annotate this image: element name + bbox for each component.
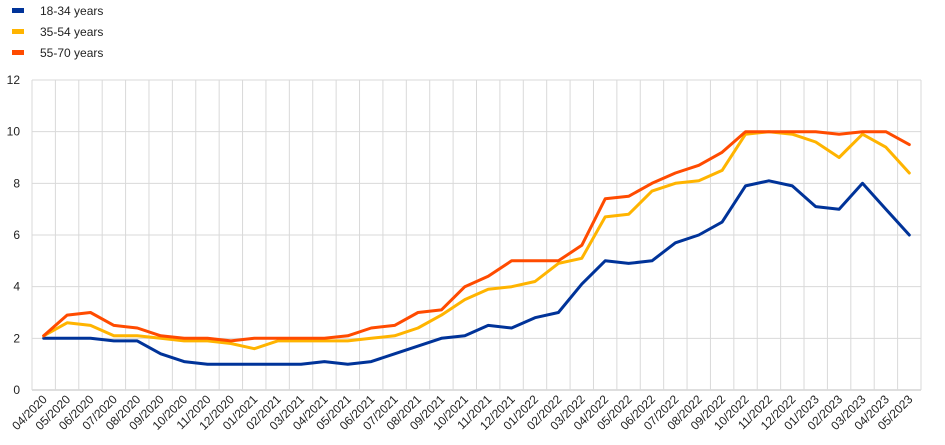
legend-swatch <box>12 29 24 34</box>
legend-label: 35-54 years <box>40 24 104 39</box>
y-tick-label: 0 <box>13 383 20 397</box>
y-tick-label: 2 <box>13 331 20 345</box>
legend: 18-34 years 35-54 years 55-70 years <box>12 0 103 63</box>
legend-swatch <box>12 8 24 13</box>
legend-item: 18-34 years <box>12 0 103 21</box>
y-tick-label: 12 <box>7 73 21 87</box>
legend-item: 55-70 years <box>12 42 103 63</box>
y-tick-label: 6 <box>13 228 20 242</box>
series-line-1 <box>42 179 911 366</box>
legend-item: 35-54 years <box>12 21 103 42</box>
y-tick-label: 8 <box>13 176 20 190</box>
legend-label: 18-34 years <box>40 3 104 18</box>
series-line-3 <box>42 130 911 343</box>
y-tick-label: 4 <box>13 280 20 294</box>
y-tick-label: 10 <box>7 125 21 139</box>
legend-label: 55-70 years <box>40 45 104 60</box>
legend-swatch <box>12 50 24 55</box>
